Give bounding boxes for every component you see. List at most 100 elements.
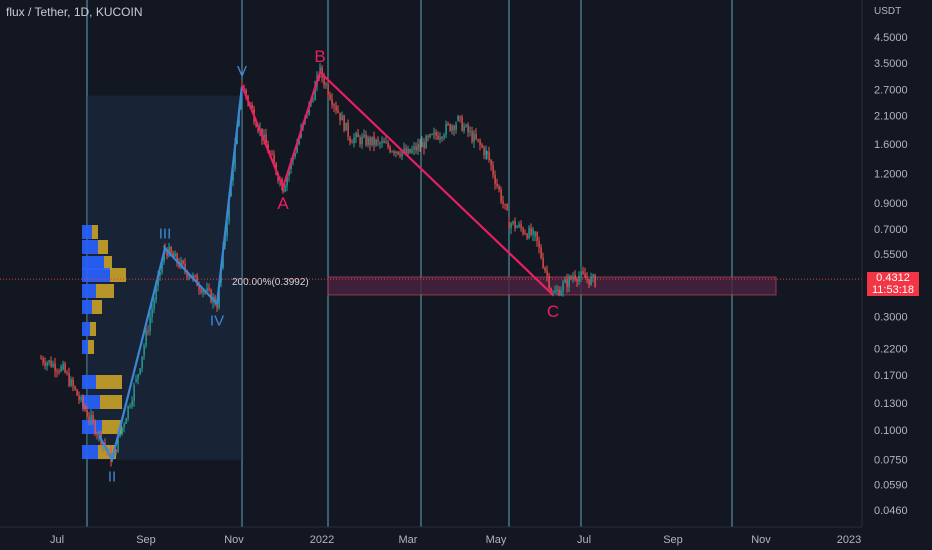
candle-body <box>494 175 496 184</box>
candle-body <box>385 142 387 144</box>
candle-body <box>373 136 375 145</box>
candle-body <box>413 146 415 150</box>
candle-body <box>516 226 518 229</box>
volume-profile-bar <box>102 420 122 434</box>
candle-body <box>234 143 236 169</box>
candle-body <box>147 330 149 332</box>
candle-body <box>518 224 520 227</box>
candle-body <box>353 137 355 144</box>
candle-body <box>123 423 125 428</box>
candle-body <box>232 168 234 181</box>
price-tick-label: 1.2000 <box>874 168 908 180</box>
candle-body <box>570 276 572 279</box>
candle-body <box>298 137 300 145</box>
candle-body <box>435 132 437 136</box>
candle-body <box>335 105 337 111</box>
candle-body <box>198 285 200 290</box>
candle-body <box>188 277 190 279</box>
candle-body <box>74 386 76 390</box>
time-tick-label: Jul <box>577 534 591 546</box>
candle-body <box>403 148 405 152</box>
target-zone <box>327 276 777 296</box>
candle-body <box>389 147 391 152</box>
candle-body <box>66 372 68 374</box>
price-tick-label: 0.1700 <box>874 370 908 382</box>
candle-body <box>377 139 379 141</box>
candle-body <box>345 122 347 131</box>
candle-body <box>483 147 485 156</box>
candle-body <box>538 241 540 248</box>
candle-body <box>427 136 429 138</box>
candle-body <box>129 405 131 407</box>
price-axis-currency: USDT <box>874 6 901 17</box>
volume-profile-bar <box>82 300 92 314</box>
candle-body <box>141 356 143 369</box>
candle-body <box>367 137 369 145</box>
candle-body <box>159 272 161 275</box>
candle-body <box>425 136 427 149</box>
candle-body <box>363 134 365 137</box>
candle-body <box>586 277 588 280</box>
price-tick-label: 1.6000 <box>874 139 908 151</box>
candle-body <box>405 148 407 154</box>
candle-body <box>550 288 552 292</box>
candle-body <box>72 379 74 387</box>
candle-body <box>490 160 492 166</box>
candle-body <box>42 358 44 363</box>
time-tick-label: Mar <box>399 534 418 546</box>
candle-body <box>216 303 218 308</box>
candle-body <box>186 270 188 278</box>
candle-body <box>520 224 522 229</box>
candle-body <box>339 112 341 121</box>
candle-body <box>437 135 439 140</box>
candle-body <box>255 122 257 127</box>
candle-body <box>155 286 157 300</box>
candle-body <box>82 396 84 407</box>
candle-body <box>265 134 267 145</box>
candle-body <box>584 273 586 278</box>
price-tick-label: 0.9000 <box>874 198 908 210</box>
last-price-badge: 0.4312 <box>867 272 919 284</box>
candle-body <box>379 142 381 144</box>
candle-body <box>461 117 463 131</box>
volume-profile-bar <box>110 268 126 282</box>
candle-body <box>574 274 576 280</box>
candle-body <box>467 124 469 133</box>
candle-body <box>172 252 174 257</box>
candle-body <box>170 246 172 253</box>
candle-body <box>92 414 94 422</box>
volume-profile-bar <box>90 322 96 336</box>
candle-body <box>443 134 445 138</box>
volume-profile-bar <box>82 322 90 336</box>
price-tick-label: 0.0590 <box>874 479 908 491</box>
volume-profile-bar <box>82 225 92 239</box>
candle-body <box>540 247 542 259</box>
candle-body <box>506 204 508 211</box>
volume-profile-bar <box>82 395 100 409</box>
candle-body <box>48 360 50 363</box>
candle-body <box>562 282 564 291</box>
candle-body <box>419 144 421 148</box>
candle-body <box>514 221 516 229</box>
candle-body <box>431 134 433 136</box>
correction-wave-line <box>240 70 554 296</box>
candle-body <box>383 141 385 143</box>
candle-body <box>488 151 490 161</box>
candle-body <box>331 99 333 105</box>
candle-body <box>127 406 129 419</box>
candle-body <box>228 196 230 222</box>
candle-body <box>294 153 296 157</box>
candle-body <box>421 142 423 148</box>
candle-body <box>121 427 123 434</box>
volume-profile-bar <box>82 340 88 354</box>
volume-profile-bar <box>92 300 102 314</box>
candle-body <box>343 115 345 131</box>
candle-body <box>257 126 259 131</box>
candle-body <box>135 378 137 382</box>
candle-body <box>56 371 58 373</box>
volume-profile-bar <box>82 256 104 270</box>
candle-body <box>492 165 494 176</box>
candle-body <box>512 221 514 224</box>
